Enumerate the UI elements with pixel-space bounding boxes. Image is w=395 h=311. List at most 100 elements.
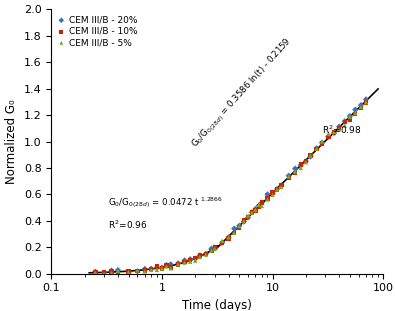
CEM III/B - 5% — [303, 160, 309, 165]
CEM III/B - 20% — [164, 262, 170, 267]
CEM III/B - 5% — [92, 270, 98, 275]
CEM III/B - 10% — [154, 264, 160, 269]
CEM III/B - 20% — [347, 114, 353, 118]
CEM III/B - 10% — [269, 190, 276, 195]
Y-axis label: Normalized G₀: Normalized G₀ — [5, 99, 18, 184]
CEM III/B - 10% — [108, 269, 115, 274]
CEM III/B - 20% — [154, 265, 160, 270]
CEM III/B - 5% — [219, 238, 225, 243]
CEM III/B - 10% — [159, 266, 165, 271]
CEM III/B - 20% — [342, 119, 348, 124]
CEM III/B - 10% — [286, 175, 292, 180]
CEM III/B - 5% — [249, 210, 255, 215]
CEM III/B - 5% — [192, 258, 198, 263]
CEM III/B - 20% — [175, 261, 181, 266]
CEM III/B - 5% — [292, 169, 298, 174]
CEM III/B - 20% — [212, 245, 218, 250]
CEM III/B - 5% — [148, 267, 154, 272]
CEM III/B - 5% — [286, 174, 292, 179]
CEM III/B - 20% — [352, 107, 358, 112]
CEM III/B - 10% — [236, 225, 243, 230]
CEM III/B - 10% — [325, 134, 331, 139]
CEM III/B - 10% — [292, 170, 298, 175]
CEM III/B - 20% — [278, 183, 284, 188]
CEM III/B - 20% — [363, 97, 369, 102]
CEM III/B - 10% — [313, 146, 320, 151]
CEM III/B - 20% — [336, 124, 342, 129]
CEM III/B - 10% — [259, 200, 265, 205]
CEM III/B - 5% — [336, 127, 342, 132]
CEM III/B - 5% — [307, 153, 314, 158]
CEM III/B - 20% — [92, 269, 98, 274]
CEM III/B - 10% — [347, 117, 353, 122]
CEM III/B - 20% — [101, 270, 107, 275]
CEM III/B - 5% — [164, 264, 170, 269]
CEM III/B - 20% — [108, 268, 115, 273]
CEM III/B - 10% — [245, 215, 251, 220]
CEM III/B - 20% — [231, 226, 237, 231]
CEM III/B - 20% — [256, 203, 262, 208]
CEM III/B - 10% — [167, 265, 174, 270]
CEM III/B - 5% — [226, 235, 232, 240]
CEM III/B - 5% — [325, 131, 331, 136]
CEM III/B - 10% — [252, 208, 259, 213]
CEM III/B - 20% — [274, 187, 280, 192]
CEM III/B - 10% — [319, 141, 325, 146]
CEM III/B - 10% — [142, 268, 148, 273]
CEM III/B - 10% — [358, 105, 364, 110]
CEM III/B - 5% — [297, 165, 304, 170]
CEM III/B - 20% — [181, 258, 188, 263]
CEM III/B - 10% — [197, 253, 203, 258]
CEM III/B - 5% — [142, 269, 148, 274]
CEM III/B - 5% — [175, 262, 181, 267]
CEM III/B - 5% — [134, 268, 141, 273]
CEM III/B - 5% — [256, 202, 262, 207]
CEM III/B - 10% — [363, 100, 369, 105]
CEM III/B - 10% — [331, 130, 337, 135]
CEM III/B - 10% — [241, 218, 247, 223]
CEM III/B - 10% — [278, 183, 284, 188]
CEM III/B - 10% — [212, 245, 218, 250]
CEM III/B - 20% — [197, 253, 203, 258]
CEM III/B - 10% — [126, 269, 132, 274]
CEM III/B - 5% — [259, 203, 265, 208]
CEM III/B - 10% — [352, 111, 358, 116]
CEM III/B - 5% — [197, 255, 203, 260]
CEM III/B - 20% — [297, 163, 304, 168]
CEM III/B - 20% — [264, 192, 271, 197]
CEM III/B - 5% — [181, 260, 188, 265]
CEM III/B - 5% — [108, 271, 115, 276]
CEM III/B - 5% — [231, 230, 237, 235]
CEM III/B - 5% — [212, 246, 218, 251]
CEM III/B - 10% — [342, 119, 348, 124]
CEM III/B - 20% — [192, 256, 198, 261]
CEM III/B - 5% — [167, 266, 174, 271]
CEM III/B - 5% — [236, 224, 243, 229]
CEM III/B - 10% — [134, 268, 141, 273]
CEM III/B - 5% — [319, 139, 325, 144]
Legend: CEM III/B - 20%, CEM III/B - 10%, CEM III/B - 5%: CEM III/B - 20%, CEM III/B - 10%, CEM II… — [56, 14, 139, 49]
CEM III/B - 20% — [269, 191, 276, 196]
CEM III/B - 20% — [331, 131, 337, 136]
CEM III/B - 10% — [115, 271, 121, 276]
CEM III/B - 10% — [92, 270, 98, 275]
CEM III/B - 20% — [126, 270, 132, 275]
CEM III/B - 10% — [164, 263, 170, 268]
CEM III/B - 5% — [245, 213, 251, 218]
X-axis label: Time (days): Time (days) — [182, 299, 252, 311]
CEM III/B - 20% — [167, 262, 174, 267]
CEM III/B - 5% — [115, 269, 121, 274]
CEM III/B - 10% — [101, 270, 107, 275]
CEM III/B - 5% — [313, 146, 320, 151]
CEM III/B - 20% — [252, 207, 259, 211]
CEM III/B - 20% — [226, 235, 232, 240]
CEM III/B - 20% — [159, 265, 165, 270]
CEM III/B - 5% — [203, 252, 209, 257]
CEM III/B - 10% — [307, 153, 314, 158]
CEM III/B - 10% — [187, 257, 193, 262]
CEM III/B - 20% — [358, 103, 364, 108]
CEM III/B - 20% — [241, 219, 247, 224]
CEM III/B - 10% — [203, 251, 209, 256]
CEM III/B - 10% — [256, 204, 262, 209]
CEM III/B - 10% — [303, 159, 309, 164]
